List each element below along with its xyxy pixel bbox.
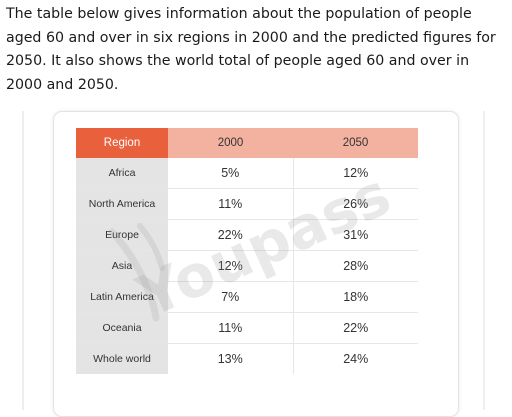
value-2050-cell: 22%	[293, 312, 418, 344]
region-cell: Oceania	[76, 312, 168, 344]
region-cell: Africa	[76, 158, 168, 189]
region-cell: Asia	[76, 250, 168, 282]
region-cell: Whole world	[76, 343, 168, 374]
table-header-row: Region 2000 2050	[76, 128, 418, 158]
right-divider-line	[483, 111, 485, 410]
table-row: Whole world 13% 24%	[76, 343, 418, 374]
value-2050-cell: 24%	[293, 343, 418, 374]
header-2000: 2000	[168, 128, 293, 158]
value-2000-cell: 12%	[168, 250, 294, 282]
table-row: Asia 12% 28%	[76, 250, 418, 282]
value-2050-cell: 28%	[293, 250, 418, 282]
table-row: North America 11% 26%	[76, 188, 418, 220]
value-2000-cell: 11%	[168, 188, 294, 220]
value-2050-cell: 26%	[293, 188, 418, 220]
table-row: Africa 5% 12%	[76, 158, 418, 189]
value-2050-cell: 12%	[293, 158, 418, 189]
task-description: The table below gives information about …	[6, 6, 496, 93]
value-2000-cell: 11%	[168, 312, 294, 344]
value-2000-cell: 5%	[168, 158, 294, 189]
region-cell: Europe	[76, 219, 168, 251]
value-2000-cell: 13%	[168, 343, 294, 374]
value-2000-cell: 22%	[168, 219, 294, 251]
region-cell: North America	[76, 188, 168, 220]
value-2000-cell: 7%	[168, 281, 294, 313]
left-divider-line	[22, 111, 24, 410]
region-cell: Latin America	[76, 281, 168, 313]
table-row: Latin America 7% 18%	[76, 281, 418, 313]
population-table: Region 2000 2050 Africa 5% 12% North Ame…	[76, 128, 418, 374]
table-row: Oceania 11% 22%	[76, 312, 418, 344]
header-region: Region	[76, 128, 168, 158]
value-2050-cell: 31%	[293, 219, 418, 251]
table-row: Europe 22% 31%	[76, 219, 418, 251]
header-2050: 2050	[293, 128, 418, 158]
value-2050-cell: 18%	[293, 281, 418, 313]
